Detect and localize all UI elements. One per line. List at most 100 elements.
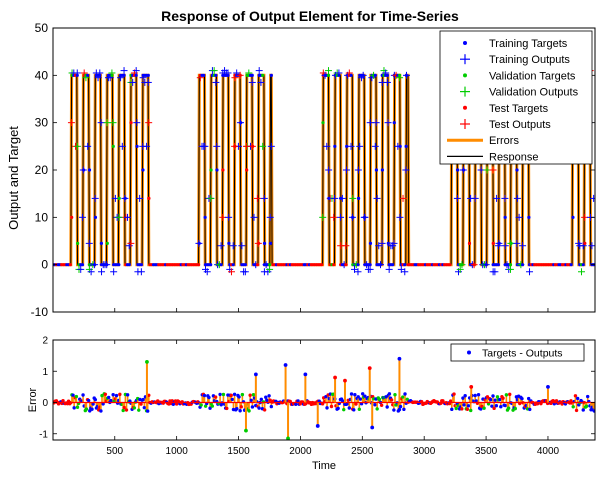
error-point — [495, 395, 500, 399]
error-point — [373, 403, 377, 407]
error-point — [347, 406, 352, 410]
error-point — [354, 402, 358, 406]
error-point — [230, 397, 235, 402]
target-marker — [261, 73, 265, 77]
target-marker — [141, 168, 145, 172]
error-point — [259, 397, 264, 401]
target-marker — [123, 196, 127, 200]
error-point — [357, 407, 362, 411]
target-marker — [227, 241, 231, 245]
error-point — [370, 425, 375, 430]
top-legend-label: Training Targets — [489, 38, 568, 50]
target-marker — [368, 241, 373, 245]
target-marker — [117, 196, 121, 200]
error-point — [218, 392, 222, 397]
error-point — [402, 407, 406, 412]
bottom-x-tick-label: 1000 — [166, 446, 189, 457]
target-marker — [196, 263, 201, 267]
error-point — [482, 406, 486, 410]
target-marker — [99, 241, 103, 245]
legend-dot-icon — [463, 41, 467, 45]
legend-dot-icon — [467, 350, 471, 355]
error-point — [479, 407, 483, 411]
target-marker — [321, 121, 325, 125]
target-marker — [456, 168, 460, 172]
error-point — [528, 407, 532, 412]
error-point — [463, 394, 467, 398]
target-marker — [87, 168, 92, 172]
error-point — [343, 378, 347, 383]
top-legend-entry: Errors — [447, 135, 519, 147]
error-point — [221, 392, 226, 397]
bottom-x-axis: 500 1000 1500 2000 2500 3000 3500 4000 — [106, 340, 560, 457]
target-marker — [245, 168, 249, 172]
error-point — [358, 397, 363, 401]
error-point — [262, 408, 267, 412]
error-point — [397, 407, 402, 412]
target-marker — [326, 73, 331, 77]
target-marker — [262, 241, 267, 245]
top-y-tick-label: 50 — [35, 21, 49, 35]
error-point — [491, 394, 495, 398]
target-marker — [134, 73, 138, 77]
error-point — [389, 398, 394, 402]
target-marker — [404, 144, 408, 148]
target-marker — [344, 263, 348, 267]
error-point — [296, 399, 300, 403]
error-point — [125, 393, 130, 397]
bottom-legend: Targets - Outputs — [450, 343, 585, 362]
error-point — [403, 392, 407, 396]
error-point — [103, 392, 108, 396]
top-legend-entry: Test Outputs — [460, 119, 551, 131]
error-point — [251, 393, 256, 397]
top-y-tick-label: 30 — [35, 116, 49, 130]
target-marker — [356, 263, 360, 267]
error-point — [74, 394, 79, 399]
error-point — [235, 407, 239, 411]
error-point — [232, 392, 237, 397]
target-marker — [319, 263, 324, 267]
top-legend-entry: Training Targets — [463, 38, 568, 50]
target-marker — [583, 241, 587, 245]
bottom-y-tick-label: 0 — [42, 398, 48, 409]
top-y-axis-label: Output and Target — [6, 126, 21, 230]
target-marker — [233, 144, 237, 148]
error-point — [352, 408, 356, 412]
error-point — [508, 392, 512, 397]
error-point — [336, 406, 340, 411]
target-marker — [86, 73, 90, 77]
error-point — [210, 404, 214, 408]
error-point — [81, 393, 85, 397]
error-point — [75, 405, 80, 409]
error-point — [329, 404, 334, 409]
target-marker — [497, 241, 501, 245]
target-marker — [520, 263, 525, 267]
error-point — [461, 396, 465, 400]
error-point — [466, 404, 471, 408]
bottom-x-tick-label: 1500 — [227, 446, 250, 457]
top-legend-label: Test Outputs — [489, 119, 551, 131]
error-point — [349, 392, 354, 396]
error-point — [360, 392, 365, 396]
error-point — [249, 398, 253, 403]
error-point — [363, 394, 367, 398]
target-marker — [509, 241, 513, 245]
error-point — [240, 392, 245, 397]
top-y-tick-label: 20 — [35, 163, 49, 177]
target-marker — [571, 215, 575, 219]
target-marker — [345, 144, 349, 148]
target-marker — [503, 215, 507, 219]
target-marker — [231, 263, 235, 267]
target-marker — [202, 73, 206, 77]
target-marker — [215, 168, 219, 172]
target-marker — [327, 196, 331, 200]
top-legend-entry: Test Targets — [463, 103, 549, 115]
target-marker — [80, 263, 85, 267]
error-point — [286, 436, 290, 440]
target-marker — [135, 144, 139, 148]
target-marker — [255, 263, 260, 267]
target-marker — [368, 263, 372, 267]
error-point — [132, 406, 137, 410]
